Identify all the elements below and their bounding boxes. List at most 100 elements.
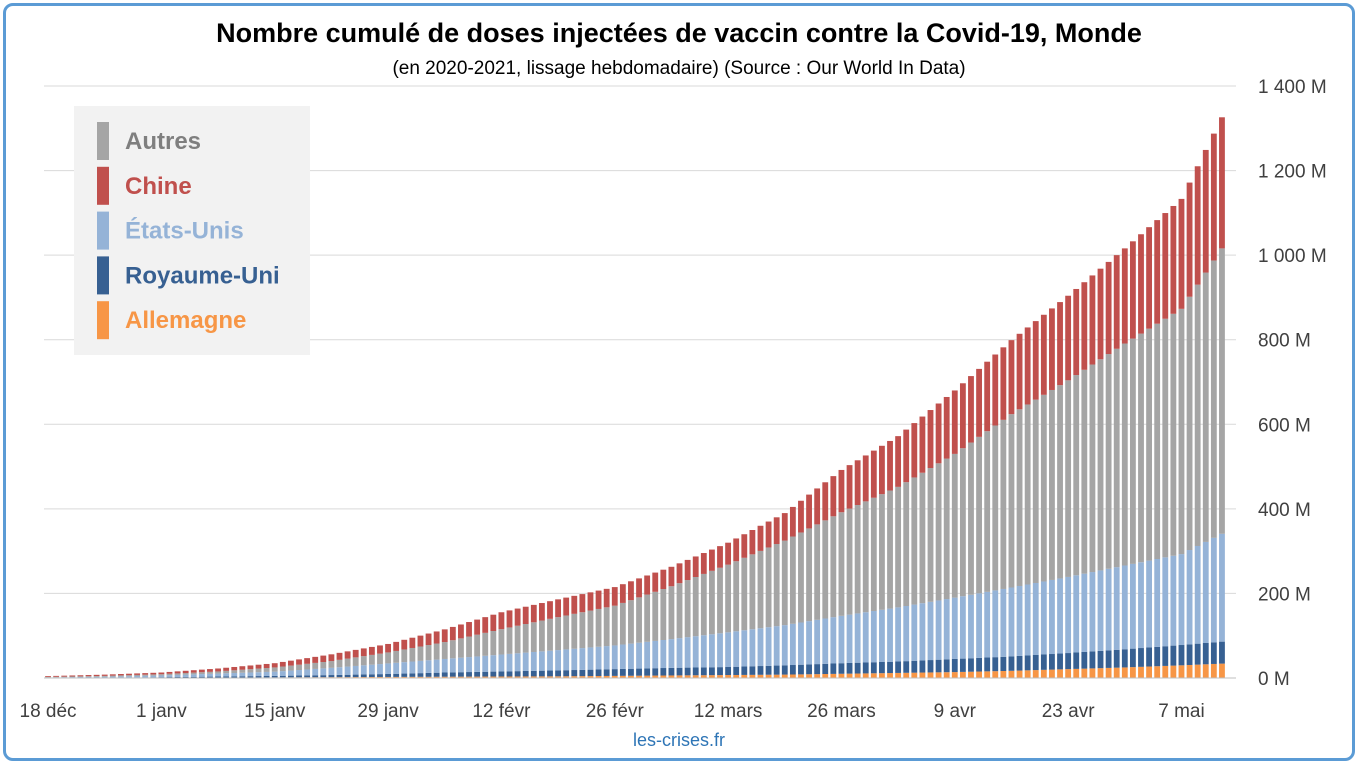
bar-segment <box>271 667 278 672</box>
bar-segment <box>887 490 893 609</box>
bar-segment <box>1081 651 1088 669</box>
y-tick-label: 1 200 M <box>1258 162 1327 183</box>
bar-segment <box>1049 579 1055 655</box>
bar-segment <box>927 660 934 673</box>
bar-segment <box>263 671 270 676</box>
bar-segment <box>725 632 732 667</box>
bar-segment <box>595 676 602 678</box>
bar-segment <box>1113 649 1120 668</box>
bar-segment <box>1000 588 1007 657</box>
bar-segment <box>1154 220 1161 324</box>
bar-segment <box>846 614 853 663</box>
bar-segment <box>798 500 804 533</box>
bar-segment <box>676 583 683 639</box>
bar-segment <box>466 676 472 678</box>
bar-segment <box>263 663 270 669</box>
bar-segment <box>247 669 254 673</box>
bar-segment <box>1138 562 1144 649</box>
bar-segment <box>733 561 740 632</box>
bar-segment <box>498 629 505 655</box>
bar-segment <box>709 570 715 635</box>
bar-segment <box>1121 343 1128 566</box>
bar-segment <box>1129 241 1136 339</box>
bar-segment <box>474 656 481 672</box>
x-tick-label: 1 janv <box>136 701 187 722</box>
bar-segment <box>158 675 165 678</box>
bar-segment <box>717 633 723 668</box>
bar-segment <box>814 488 821 525</box>
bar-segment <box>360 656 367 666</box>
bar-segment <box>255 672 262 677</box>
bar-segment <box>377 676 383 678</box>
bar-segment <box>474 634 481 657</box>
bar-segment <box>312 656 319 663</box>
x-tick-label: 9 avr <box>934 701 977 722</box>
chart-subtitle: (en 2020-2021, lissage hebdomadaire) (So… <box>392 58 966 79</box>
bar-segment <box>741 630 748 667</box>
bar-segment <box>288 665 294 671</box>
bar-segment <box>668 586 675 640</box>
bar-segment <box>1154 646 1161 667</box>
bar-segment <box>1146 666 1152 678</box>
bar-segment <box>85 676 92 677</box>
bar-segment <box>959 596 966 659</box>
bar-segment <box>984 657 991 672</box>
bar-segment <box>838 615 845 664</box>
bar-segment <box>806 494 812 529</box>
bar-segment <box>968 594 974 659</box>
bar-segment <box>611 645 618 670</box>
bar-segment <box>1008 340 1015 415</box>
bar-segment <box>1065 380 1072 577</box>
bar-segment <box>417 676 424 678</box>
bar-segment <box>433 676 440 678</box>
bar-segment <box>943 659 950 673</box>
y-tick-label: 800 M <box>1258 331 1311 352</box>
bar-segment <box>838 663 845 674</box>
bar-segment <box>1097 268 1104 360</box>
bar-segment <box>619 644 626 669</box>
bar-segment <box>587 676 594 678</box>
bar-segment <box>1089 275 1096 365</box>
bar-segment <box>101 675 108 677</box>
bar-segment <box>789 623 796 666</box>
bar-segment <box>69 677 76 678</box>
bar-segment <box>555 650 561 671</box>
bar-segment <box>69 675 76 677</box>
bar-segment <box>174 671 181 674</box>
bar-segment <box>765 547 772 628</box>
bar-segment <box>215 676 221 678</box>
bar-segment <box>336 674 343 678</box>
bar-segment <box>854 460 861 505</box>
bar-segment <box>984 361 991 432</box>
bar-segment <box>1170 665 1177 678</box>
y-tick-label: 1 000 M <box>1258 246 1327 267</box>
bar-segment <box>466 657 472 673</box>
bar-segment <box>158 677 165 678</box>
bar-segment <box>1097 650 1104 669</box>
x-tick-label: 15 janv <box>244 701 306 722</box>
bar-segment <box>959 383 966 449</box>
bar-segment <box>263 675 270 678</box>
bar-segment <box>684 675 691 678</box>
bars-layer <box>45 117 1225 678</box>
bar-segment <box>231 670 238 674</box>
bar-segment <box>636 597 642 643</box>
bar-segment <box>781 665 788 675</box>
bar-segment <box>1065 576 1072 654</box>
bar-segment <box>85 676 92 678</box>
bar-segment <box>215 671 221 674</box>
bar-segment <box>1073 375 1080 576</box>
bar-segment <box>182 670 189 674</box>
bar-segment <box>951 453 958 598</box>
bar-segment <box>1194 643 1201 665</box>
bar-segment <box>830 476 837 517</box>
bar-segment <box>498 671 505 677</box>
bar-segment <box>862 673 869 678</box>
bar-segment <box>717 546 723 568</box>
bar-segment <box>927 672 934 678</box>
bar-segment <box>911 604 918 661</box>
bar-segment <box>547 670 553 677</box>
bar-segment <box>652 668 659 676</box>
bar-segment <box>976 436 982 594</box>
bar-segment <box>668 667 675 676</box>
